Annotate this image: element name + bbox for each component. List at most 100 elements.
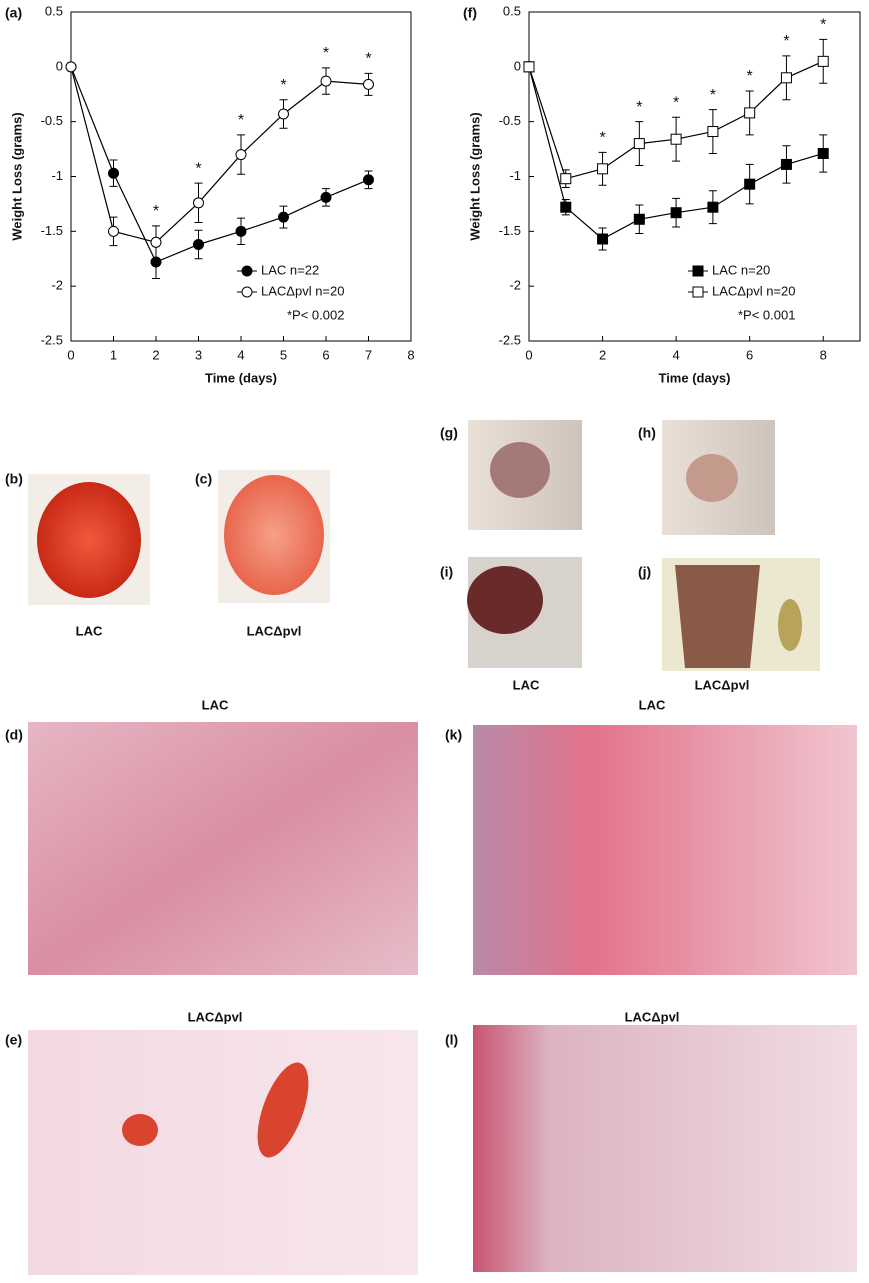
marker [780, 72, 792, 84]
significance-mark: * [599, 130, 605, 147]
histology-k [473, 725, 857, 975]
x-tick-label: 8 [820, 347, 827, 362]
lesion-j [778, 599, 802, 651]
x-tick-label: 4 [672, 347, 679, 362]
marker [670, 207, 682, 219]
panel-label: (a) [5, 5, 22, 21]
histology-l [473, 1025, 857, 1272]
y-tick-label: 0 [56, 58, 63, 73]
y-tick-label: -2.5 [499, 332, 521, 347]
legend-label: LACΔpvl n=20 [261, 283, 344, 298]
y-tick-label: -1 [51, 168, 63, 183]
y-tick-label: -0.5 [499, 113, 521, 128]
panel-label: (c) [195, 471, 212, 487]
y-tick-label: 0.5 [45, 3, 63, 18]
marker [150, 236, 162, 248]
y-tick-label: -2 [509, 278, 521, 293]
marker [65, 61, 77, 73]
y-axis-label: Weight Loss (grams) [467, 112, 482, 240]
legend-marker [692, 286, 704, 298]
y-tick-label: 0 [514, 58, 521, 73]
panel-label: (l) [445, 1032, 458, 1048]
marker [633, 213, 645, 225]
panel-label: (f) [463, 5, 477, 21]
significance-mark: * [195, 160, 201, 177]
significance-mark: * [153, 203, 159, 220]
vessel-e [257, 1062, 309, 1158]
x-axis-label: Time (days) [658, 370, 730, 385]
caption: LACΔpvl [188, 1009, 243, 1024]
annotation: *P< 0.002 [287, 307, 344, 322]
caption: LAC [76, 623, 103, 638]
significance-mark: * [820, 17, 826, 34]
legend-label: LACΔpvl n=20 [712, 283, 795, 298]
legend-label: LAC n=22 [261, 262, 319, 277]
marker [108, 167, 119, 179]
marker [108, 225, 119, 237]
marker [633, 138, 645, 150]
y-tick-label: 0.5 [503, 3, 521, 18]
marker [193, 238, 204, 250]
x-tick-label: 3 [195, 347, 202, 362]
legend-label: LAC n=20 [712, 262, 770, 277]
lesion-g [490, 442, 550, 498]
x-tick-label: 0 [525, 347, 532, 362]
lung-b [37, 482, 141, 598]
panel-label: (h) [638, 425, 656, 441]
significance-mark: * [365, 51, 371, 68]
x-tick-label: 6 [746, 347, 753, 362]
x-tick-label: 2 [599, 347, 606, 362]
x-tick-label: 5 [280, 347, 287, 362]
significance-mark: * [636, 99, 642, 116]
marker [707, 201, 719, 213]
annotation: *P< 0.001 [738, 307, 795, 322]
caption: LAC [513, 677, 540, 692]
y-axis-label: Weight Loss (grams) [9, 112, 24, 240]
y-tick-label: -0.5 [41, 113, 63, 128]
panel-label: (b) [5, 471, 23, 487]
significance-mark: * [238, 112, 244, 129]
panel-label: (g) [440, 425, 458, 441]
marker [670, 133, 682, 145]
marker [817, 147, 829, 159]
x-tick-label: 8 [407, 347, 414, 362]
marker [523, 61, 535, 73]
marker [817, 55, 829, 67]
x-tick-label: 7 [365, 347, 372, 362]
x-tick-label: 0 [67, 347, 74, 362]
marker [597, 163, 609, 175]
marker [235, 225, 247, 237]
marker [560, 201, 572, 213]
significance-mark: * [323, 45, 329, 62]
significance-mark: * [280, 77, 286, 94]
panel-label: (d) [5, 727, 23, 743]
significance-mark: * [747, 68, 753, 85]
marker [707, 126, 719, 138]
marker [278, 211, 289, 223]
caption: LACΔpvl [247, 623, 302, 638]
lesion-i [467, 566, 543, 634]
marker [278, 108, 289, 120]
x-tick-label: 1 [110, 347, 117, 362]
caption: LACΔpvl [695, 677, 750, 692]
legend-marker [692, 265, 704, 277]
marker [744, 107, 756, 119]
caption: LAC [202, 697, 229, 712]
x-axis-label: Time (days) [205, 370, 277, 385]
marker [363, 78, 374, 90]
y-tick-label: -1 [509, 168, 521, 183]
x-tick-label: 6 [322, 347, 329, 362]
marker [780, 158, 792, 170]
lesion-h [686, 454, 738, 502]
lung-c [224, 475, 324, 595]
x-tick-label: 4 [237, 347, 244, 362]
marker [597, 233, 609, 245]
marker [320, 191, 332, 203]
histology-e [28, 1030, 418, 1275]
marker [744, 178, 756, 190]
panel-label: (e) [5, 1032, 22, 1048]
y-tick-label: -1.5 [499, 223, 521, 238]
legend-marker [241, 286, 253, 298]
y-tick-label: -1.5 [41, 223, 63, 238]
